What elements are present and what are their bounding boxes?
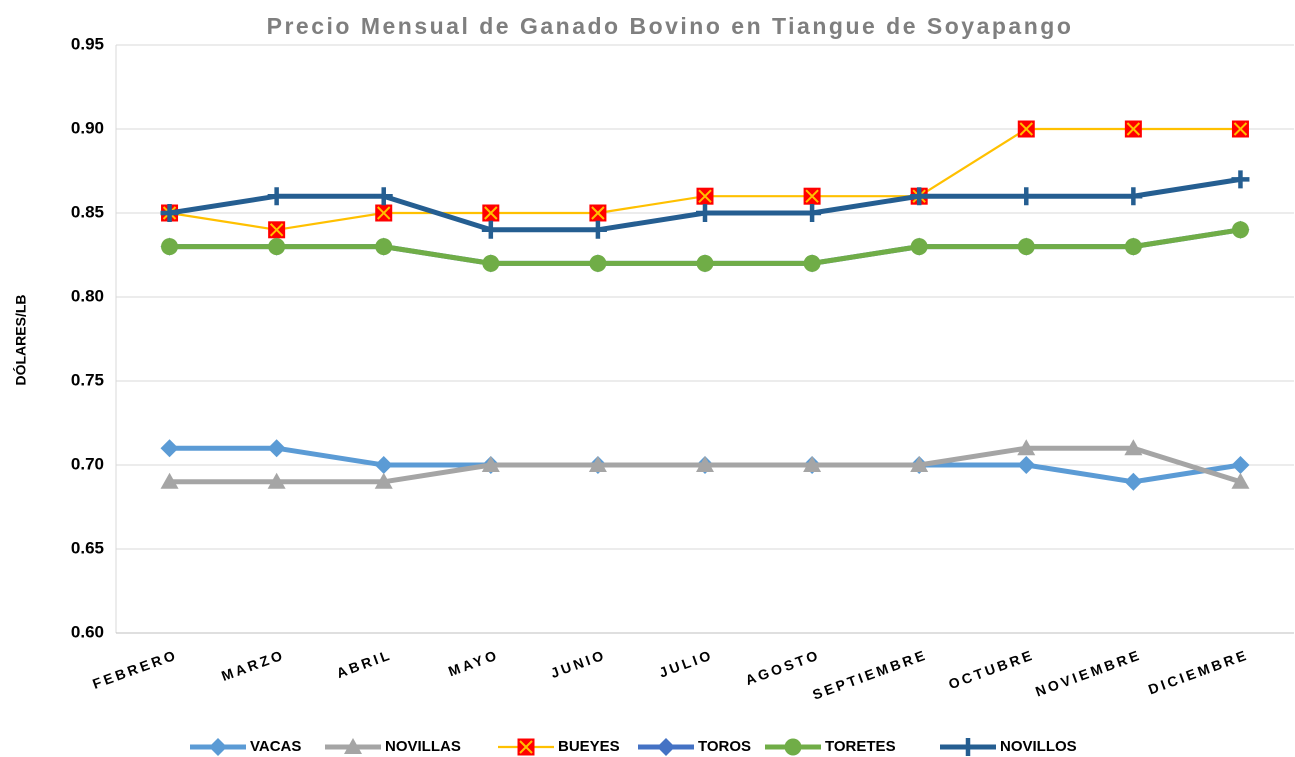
y-axis-label: DÓLARES/LB [12,295,29,386]
marker-cross [484,206,498,220]
marker [375,204,393,222]
x-tick-label: NOVIEMBRE [1033,646,1144,699]
chart-title: Precio Mensual de Ganado Bovino en Tiang… [267,13,1074,39]
x-tick-label: DICIEMBRE [1146,646,1251,697]
marker-cross [805,189,819,203]
marker [160,204,179,222]
marker-cross [698,189,712,203]
marker [696,187,714,205]
marker-cross [591,206,605,220]
legend-item: TOROS [638,738,751,756]
marker [374,187,393,206]
legend-marker [959,738,977,756]
marker [160,472,179,489]
legend-marker [209,738,227,756]
marker [374,472,393,489]
marker [589,204,607,222]
x-tick-label: JUNIO [548,646,608,681]
marker [696,204,714,222]
y-tick-label: 0.75 [71,370,104,389]
marker [803,254,821,272]
marker [267,187,286,206]
marker [482,254,500,272]
marker [1124,472,1143,491]
marker [1231,472,1250,489]
y-tick-label: 0.70 [71,454,104,473]
marker [1017,238,1035,256]
marker [1231,456,1250,474]
marker [161,238,179,256]
legend-marker [517,738,535,756]
marker [268,221,286,239]
marker [910,456,929,472]
marker-cross [1233,122,1248,136]
legend-label: NOVILLAS [385,738,461,755]
marker [375,238,393,256]
legend-marker [344,738,362,754]
x-tick-label: ABRIL [334,646,394,681]
marker [1231,221,1249,239]
marker-cross [377,206,391,220]
marker-cross [1019,122,1033,136]
marker [374,456,393,474]
marker [267,439,286,458]
y-tick-label: 0.90 [71,118,104,137]
x-tick-label: MAYO [446,646,501,679]
marker [696,254,714,272]
legend-label: TORETES [825,738,896,755]
marker [803,204,822,222]
marker-cross [519,740,533,754]
marker-cross [1126,122,1141,136]
legend-marker [784,738,802,756]
marker [268,238,286,256]
marker [588,220,607,239]
marker [482,204,500,222]
marker-cross [269,223,284,237]
x-tick-label: SEPTIEMBRE [810,646,929,702]
x-tick-label: JULIO [657,646,715,680]
marker [1231,170,1250,189]
marker [1124,120,1142,138]
legend-item: NOVILLAS [325,738,461,755]
legend-item: VACAS [190,738,301,756]
y-tick-label: 0.95 [71,34,104,53]
marker [1124,238,1142,256]
legend-item: NOVILLOS [940,738,1077,756]
legend-label: NOVILLOS [1000,738,1077,755]
y-tick-label: 0.60 [71,622,104,641]
marker [1017,456,1036,474]
y-tick-label: 0.65 [71,538,104,557]
marker [481,220,500,239]
marker [803,187,821,205]
legend-item: TORETES [765,738,896,756]
y-tick-label: 0.80 [71,286,104,305]
marker [1231,120,1249,138]
marker [910,187,929,206]
marker [481,456,500,472]
marker [803,456,822,472]
marker [1124,439,1143,456]
marker [589,254,607,272]
legend-label: BUEYES [558,738,620,755]
legend-label: VACAS [250,738,301,755]
x-tick-label: OCTUBRE [946,646,1036,692]
y-tick-label: 0.85 [71,202,104,221]
marker [696,456,714,472]
marker [1017,120,1035,138]
marker [160,439,179,458]
marker [588,456,607,472]
marker [1017,187,1036,206]
marker [1017,439,1036,456]
legend-marker [657,738,675,756]
legend-label: TOROS [698,738,751,755]
x-tick-label: FEBRERO [90,646,180,692]
x-tick-label: MARZO [219,646,287,684]
marker [1124,187,1143,206]
marker [267,472,286,489]
marker [910,238,928,256]
x-tick-label: AGOSTO [743,646,822,688]
legend-item: BUEYES [498,738,620,756]
